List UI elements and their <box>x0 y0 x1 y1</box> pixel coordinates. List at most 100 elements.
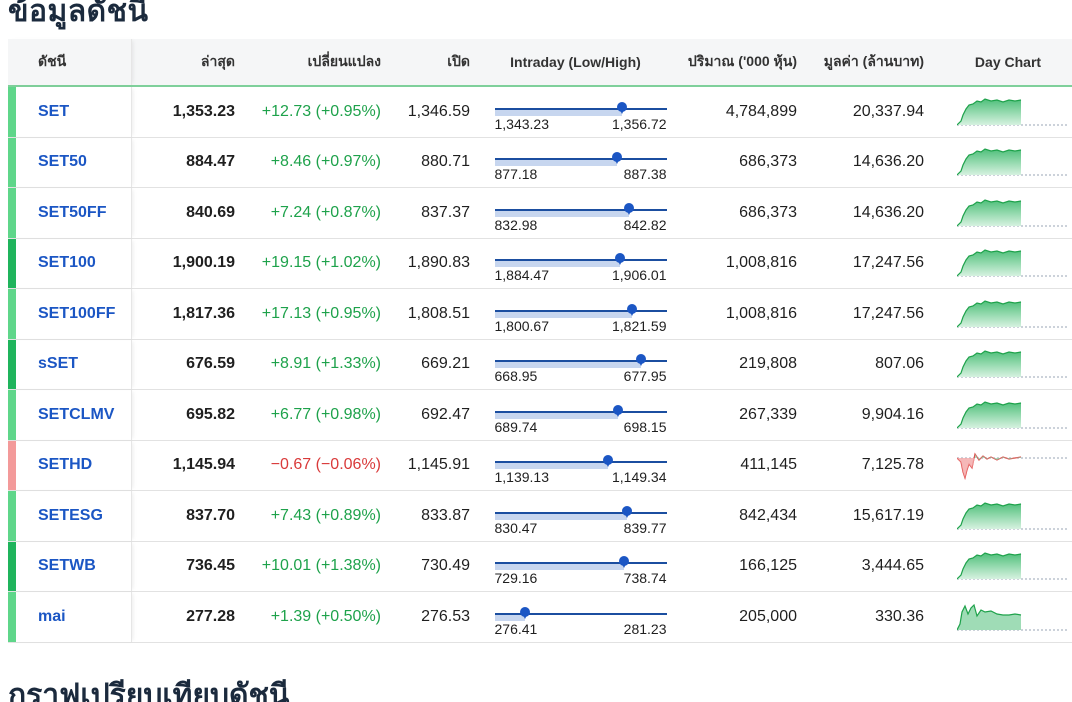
day-chart-cell[interactable] <box>924 441 1072 491</box>
intraday-marker <box>635 354 646 367</box>
last-value: 840.69 <box>186 203 235 221</box>
change-value: +17.13 (+0.95%) <box>261 304 381 322</box>
header-volume[interactable]: ปริมาณ ('000 หุ้น) <box>687 53 797 69</box>
volume-value: 205,000 <box>739 607 797 625</box>
volume-value: 4,784,899 <box>725 102 797 120</box>
table-row[interactable]: SET100 1,900.19 +19.15 (+1.02%) 1,890.83… <box>8 238 1072 289</box>
day-chart-cell[interactable] <box>924 542 1072 592</box>
change-value: +6.77 (+0.98%) <box>270 405 381 423</box>
trade-value: 17,247.56 <box>852 254 924 272</box>
intraday-low: 729.16 <box>494 570 538 587</box>
table-row[interactable]: SETWB 736.45 +10.01 (+1.38%) 730.49 729.… <box>8 541 1072 592</box>
trade-value: 20,337.94 <box>852 102 924 120</box>
index-table: ดัชนี ล่าสุด เปลี่ยนแปลง เปิด Intraday (… <box>8 39 1072 643</box>
trade-value: 330.36 <box>875 607 924 625</box>
header-open[interactable]: เปิด <box>447 53 470 69</box>
index-name-link[interactable]: SET50 <box>8 137 132 187</box>
index-name-link[interactable]: SET100FF <box>8 289 132 339</box>
volume-value: 411,145 <box>740 456 797 474</box>
day-chart-sparkline <box>957 350 1069 378</box>
intraday-low: 1,139.13 <box>494 469 550 486</box>
header-name[interactable]: ดัชนี <box>8 39 132 85</box>
day-chart-cell[interactable] <box>924 390 1072 440</box>
last-value: 695.82 <box>186 405 235 423</box>
day-chart-cell[interactable] <box>924 188 1072 238</box>
open-value: 1,808.51 <box>407 304 470 322</box>
volume-value: 219,808 <box>739 355 797 373</box>
intraday-track <box>494 511 667 514</box>
day-chart-sparkline <box>957 249 1069 277</box>
intraday-low: 830.47 <box>494 519 538 536</box>
last-value: 1,145.94 <box>172 456 235 474</box>
day-chart-cell[interactable] <box>924 138 1072 188</box>
intraday-high: 1,149.34 <box>612 469 667 486</box>
index-name-link[interactable]: SET100 <box>8 238 132 288</box>
intraday-fill <box>494 309 633 318</box>
index-name-link[interactable]: SET50FF <box>8 188 132 238</box>
day-chart-sparkline <box>957 603 1069 631</box>
table-row[interactable]: SETHD 1,145.94 −0.67 (−0.06%) 1,145.91 1… <box>8 440 1072 491</box>
change-value: +8.91 (+1.33%) <box>270 355 381 373</box>
index-name-link[interactable]: SETHD <box>8 440 132 490</box>
change-value: −0.67 (−0.06%) <box>270 456 381 474</box>
intraday-marker <box>618 556 629 569</box>
intraday-fill <box>494 410 619 419</box>
intraday-track <box>494 208 667 211</box>
last-value: 884.47 <box>186 153 235 171</box>
index-name-link[interactable]: SETESG <box>8 491 132 541</box>
index-name-link[interactable]: SETWB <box>8 541 132 591</box>
change-value: +7.43 (+0.89%) <box>270 506 381 524</box>
intraday-range-bar: 276.41 281.23 <box>494 599 667 637</box>
last-value: 1,353.23 <box>172 102 235 120</box>
table-row[interactable]: SET 1,353.23 +12.73 (+0.95%) 1,346.59 1,… <box>8 87 1072 138</box>
index-name-link[interactable]: SET <box>8 87 132 137</box>
intraday-low: 668.95 <box>494 368 538 385</box>
intraday-fill <box>494 158 617 167</box>
day-chart-cell[interactable] <box>924 592 1072 642</box>
table-row[interactable]: SET50FF 840.69 +7.24 (+0.87%) 837.37 832… <box>8 188 1072 239</box>
intraday-fill <box>494 612 526 621</box>
table-row[interactable]: SET100FF 1,817.36 +17.13 (+0.95%) 1,808.… <box>8 289 1072 340</box>
intraday-range-bar: 1,800.67 1,821.59 <box>494 296 667 334</box>
header-change[interactable]: เปลี่ยนแปลง <box>307 53 381 69</box>
index-name-link[interactable]: mai <box>8 592 132 642</box>
trade-value: 807.06 <box>875 355 924 373</box>
header-last[interactable]: ล่าสุด <box>200 53 235 69</box>
last-value: 837.70 <box>186 506 235 524</box>
intraday-marker <box>611 152 622 165</box>
intraday-high: 1,356.72 <box>612 115 667 132</box>
header-value[interactable]: มูลค่า (ล้านบาท) <box>823 53 924 69</box>
intraday-cell: 276.41 281.23 <box>470 592 667 642</box>
intraday-low: 1,800.67 <box>494 317 550 334</box>
intraday-fill <box>494 461 609 470</box>
intraday-range-bar: 830.47 839.77 <box>494 498 667 536</box>
index-name-link[interactable]: sSET <box>8 339 132 389</box>
trade-value: 7,125.78 <box>861 456 924 474</box>
intraday-high: 281.23 <box>623 620 667 637</box>
day-chart-sparkline <box>957 300 1069 328</box>
header-day-chart: Day Chart <box>974 54 1042 70</box>
table-body: SET 1,353.23 +12.73 (+0.95%) 1,346.59 1,… <box>8 87 1072 643</box>
day-chart-sparkline <box>957 98 1069 126</box>
day-chart-cell[interactable] <box>924 340 1072 390</box>
table-row[interactable]: SETESG 837.70 +7.43 (+0.89%) 833.87 830.… <box>8 491 1072 542</box>
intraday-range-bar: 1,139.13 1,149.34 <box>494 447 667 486</box>
table-row[interactable]: SETCLMV 695.82 +6.77 (+0.98%) 692.47 689… <box>8 390 1072 441</box>
table-row[interactable]: mai 277.28 +1.39 (+0.50%) 276.53 276.41 … <box>8 592 1072 643</box>
volume-value: 267,339 <box>739 405 797 423</box>
day-chart-cell[interactable] <box>924 239 1072 289</box>
open-value: 880.71 <box>421 153 470 171</box>
volume-value: 686,373 <box>739 153 797 171</box>
table-row[interactable]: sSET 676.59 +8.91 (+1.33%) 669.21 668.95… <box>8 339 1072 390</box>
index-name-link[interactable]: SETCLMV <box>8 390 132 440</box>
intraday-track <box>494 360 667 363</box>
intraday-fill <box>494 208 629 217</box>
trade-value: 15,617.19 <box>852 506 924 524</box>
intraday-track <box>494 107 667 110</box>
day-chart-cell[interactable] <box>924 87 1072 137</box>
table-row[interactable]: SET50 884.47 +8.46 (+0.97%) 880.71 877.1… <box>8 137 1072 188</box>
day-chart-cell[interactable] <box>924 289 1072 339</box>
intraday-low: 1,884.47 <box>494 267 550 284</box>
day-chart-cell[interactable] <box>924 491 1072 541</box>
intraday-marker <box>520 606 531 619</box>
